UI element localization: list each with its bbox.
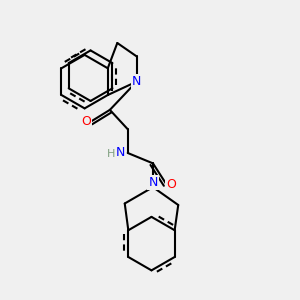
Text: N: N xyxy=(116,146,125,160)
Text: N: N xyxy=(148,176,158,189)
Text: O: O xyxy=(166,178,176,191)
Text: H: H xyxy=(107,149,116,160)
Text: O: O xyxy=(81,115,91,128)
Text: N: N xyxy=(132,75,141,88)
